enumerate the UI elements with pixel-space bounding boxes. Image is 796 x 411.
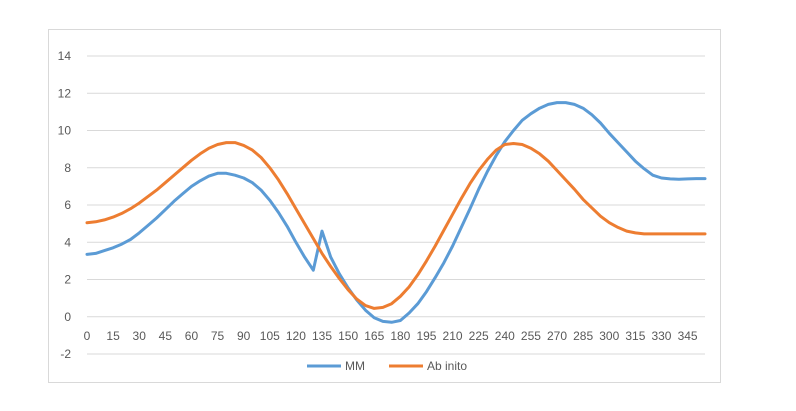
x-tick-label: 150 [338,329,358,343]
x-tick-label: 30 [133,329,147,343]
y-axis-tick-labels: -2 0 2 4 6 8 10 12 14 [58,49,72,361]
x-tick-label: 45 [159,329,173,343]
legend-label-mm: MM [345,359,365,373]
series-lines [85,101,707,324]
x-axis-tick-labels: 0 15 30 45 60 75 90 105 120 135 150 165 180 195 210 225… [84,329,698,343]
x-tick-label: 75 [211,329,225,343]
series-line-ab-inito [85,141,707,310]
x-tick-label: 15 [106,329,120,343]
x-tick-label: 345 [678,329,698,343]
y-tick-label: 12 [58,86,72,100]
y-tick-label: 10 [58,124,72,138]
line-chart: -2 0 2 4 6 8 10 12 14 0 15 30 45 60 75 90 105 120 135 150 1… [58,49,707,373]
x-tick-label: 135 [312,329,332,343]
y-tick-label: 8 [64,161,71,175]
x-tick-label: 255 [521,329,541,343]
y-tick-label: 4 [64,235,71,249]
x-tick-label: 0 [84,329,91,343]
y-tick-label: 2 [64,273,71,287]
series-line-mm [85,101,707,324]
x-tick-label: 180 [390,329,410,343]
x-tick-label: 210 [443,329,463,343]
y-tick-label: 0 [64,310,71,324]
x-tick-label: 90 [237,329,251,343]
x-tick-label: 120 [286,329,306,343]
x-tick-label: 240 [495,329,515,343]
x-tick-label: 225 [469,329,489,343]
x-tick-label: 105 [260,329,280,343]
y-tick-label: 6 [64,198,71,212]
y-tick-label: 14 [58,49,72,63]
chart-area: -2 0 2 4 6 8 10 12 14 0 15 30 45 60 75 90 105 120 135 150 1… [48,29,721,383]
legend: MM Ab inito [307,359,467,373]
x-tick-label: 315 [625,329,645,343]
x-tick-label: 285 [573,329,593,343]
x-tick-label: 60 [185,329,199,343]
gridlines [87,55,705,355]
x-tick-label: 330 [651,329,671,343]
x-tick-label: 300 [599,329,619,343]
x-tick-label: 270 [547,329,567,343]
x-tick-label: 195 [416,329,436,343]
x-tick-label: 165 [364,329,384,343]
y-tick-label: -2 [60,347,71,361]
legend-label-ab-inito: Ab inito [427,359,467,373]
